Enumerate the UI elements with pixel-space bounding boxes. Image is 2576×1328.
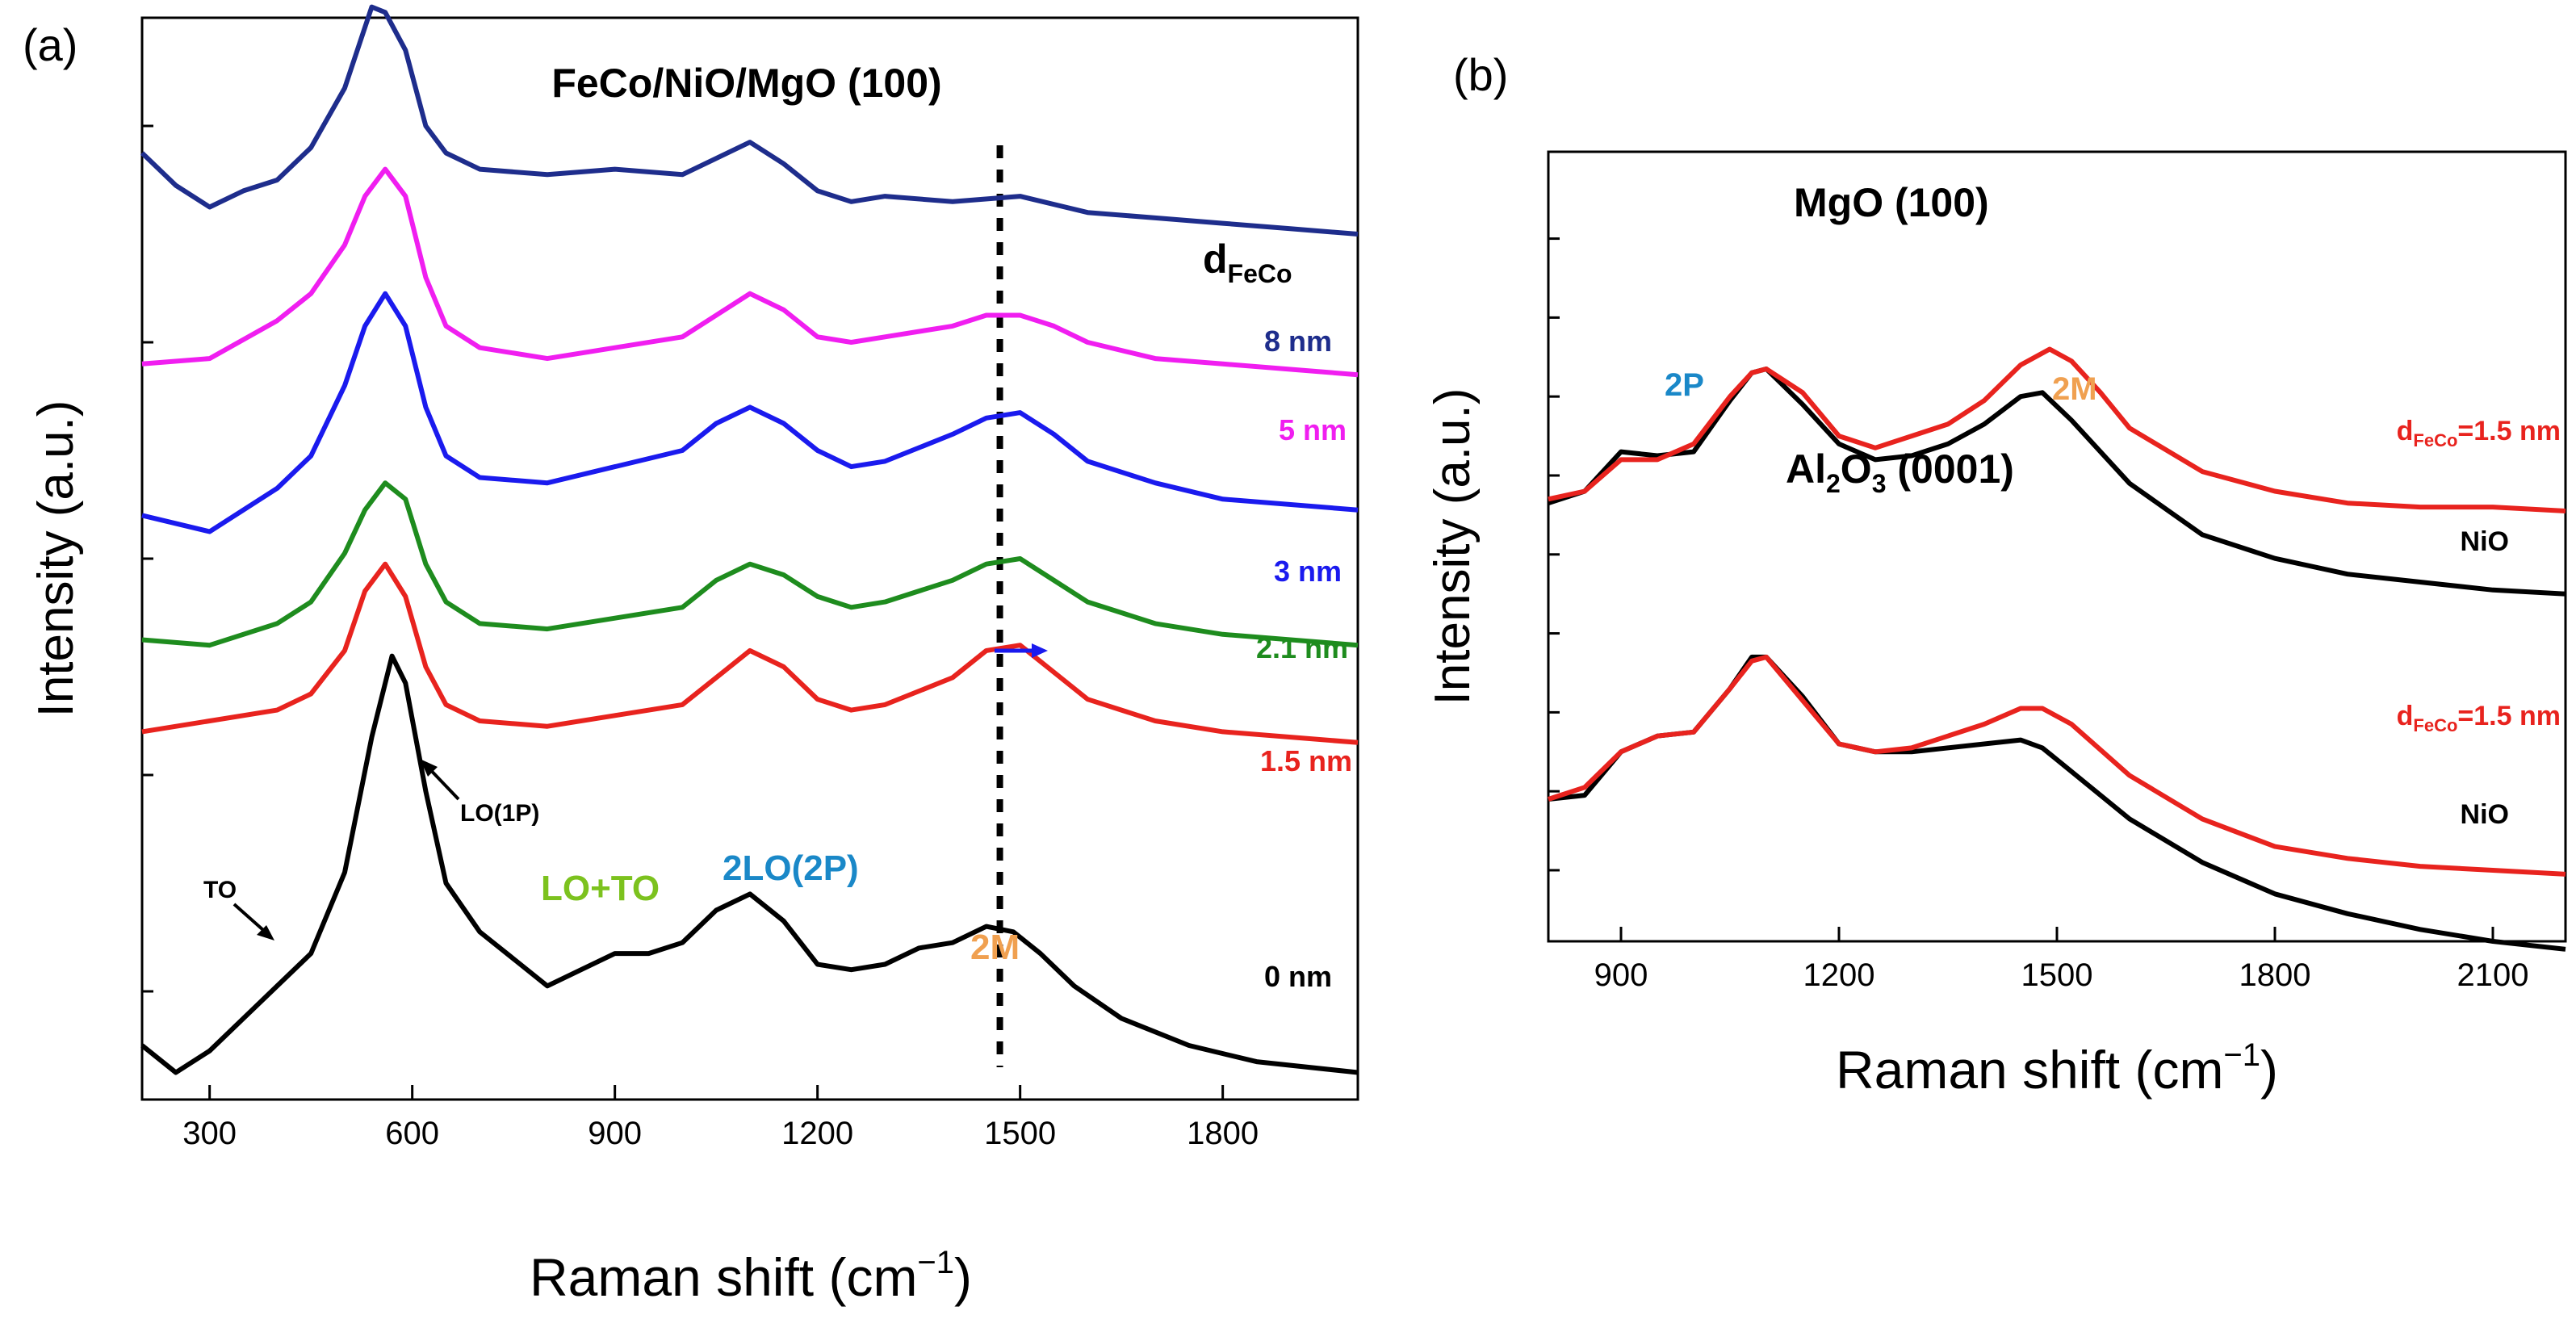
panel-b: (b) 900 1200 1500 1800 2100 MgO (100) Al2O3 …	[1425, 49, 2567, 1100]
panel-b-series	[1548, 346, 2566, 952]
series-mgo-100-nio	[1548, 367, 2566, 597]
panel-b-x-tick-label: 1200	[1803, 957, 1875, 993]
panel-b-x-ticks: 900 1200 1500 1800 2100	[1594, 927, 2529, 993]
annotation-to-arrowhead	[257, 925, 274, 940]
group-label-mgo: MgO (100)	[1794, 180, 1989, 225]
annotation-2m: 2M	[970, 928, 1020, 967]
series-label-5nm: 5 nm	[1279, 413, 1347, 446]
series-label-mgo-feco: dFeCo=1.5 nm	[2397, 416, 2561, 450]
panel-a-ylabel: Intensity (a.u.)	[28, 400, 84, 718]
panel-a-x-tick-label: 600	[385, 1116, 439, 1151]
panel-b-xlabel: Raman shift (cm−1)	[1836, 1037, 2278, 1100]
annotation-2m-b: 2M	[2052, 371, 2097, 407]
series-label-8nm: 8 nm	[1264, 325, 1332, 358]
panel-a-x-tick-label: 1200	[781, 1116, 853, 1151]
annotation-lo-plus-to: LO+TO	[541, 869, 660, 908]
series-8-nm	[140, 4, 1359, 237]
series-label-al2o3-feco: dFeCo=1.5 nm	[2397, 701, 2561, 735]
annotation-to: TO	[203, 877, 237, 903]
panel-a-x-ticks: 300 600 900 1200 1500 1800	[182, 1085, 1259, 1151]
series-label-1-5nm: 1.5 nm	[1260, 744, 1352, 777]
series-label-3nm: 3 nm	[1274, 555, 1342, 588]
panel-b-frame	[1547, 150, 2567, 943]
panel-b-x-tick-label: 1800	[2239, 957, 2311, 993]
panel-a: (a) 300 600 900 1200 1500 1800 FeCo/NiO/MgO (…	[23, 4, 1359, 1307]
panel-a-title: FeCo/NiO/MgO (100)	[551, 61, 941, 106]
panel-b-label: (b)	[1453, 49, 1508, 100]
panel-a-x-tick-label: 1800	[1187, 1116, 1259, 1151]
annotation-lo-1p: LO(1P)	[460, 800, 539, 827]
series-5-nm	[141, 166, 1359, 378]
series-label-mgo-nio: NiO	[2461, 526, 2509, 557]
annotation-lo-1p-arrowhead	[420, 759, 438, 777]
series-al2o3-0001-d-feco-1-5-nm	[1548, 654, 2566, 877]
panel-a-x-tick-label: 1500	[984, 1116, 1056, 1151]
panel-a-label: (a)	[23, 19, 77, 70]
series-label-al2o3-nio: NiO	[2461, 799, 2509, 830]
series-1-5-nm	[141, 561, 1359, 745]
series-label-0nm: 0 nm	[1264, 960, 1332, 993]
panel-b-x-tick-label: 1500	[2021, 957, 2093, 993]
panel-b-x-tick-label: 2100	[2457, 957, 2529, 993]
series-mgo-100-d-feco-1-5-nm	[1548, 346, 2566, 513]
legend-title: dFeCo	[1203, 237, 1292, 288]
series-3-nm	[141, 291, 1359, 534]
annotation-2lo-2p: 2LO(2P)	[723, 848, 859, 888]
panel-b-y-ticks	[1548, 237, 1560, 872]
series-0-nm	[140, 653, 1359, 1075]
panel-b-ylabel: Intensity (a.u.)	[1425, 388, 1481, 706]
panel-b-x-tick-label: 900	[1594, 957, 1648, 993]
panel-a-frame	[140, 16, 1359, 1101]
panel-a-x-tick-label: 900	[588, 1116, 642, 1151]
annotation-2p: 2P	[1665, 367, 1704, 403]
panel-a-xlabel: Raman shift (cm−1)	[530, 1245, 972, 1307]
series-2-1-nm	[141, 480, 1359, 648]
panel-a-x-tick-label: 300	[182, 1116, 237, 1151]
panel-a-series	[140, 4, 1359, 1075]
group-label-al2o3: Al2O3 (0001)	[1786, 446, 2014, 498]
series-label-2-1nm: 2.1 nm	[1256, 631, 1348, 664]
shift-arrowhead	[1032, 643, 1048, 658]
panel-a-y-ticks	[142, 124, 153, 993]
